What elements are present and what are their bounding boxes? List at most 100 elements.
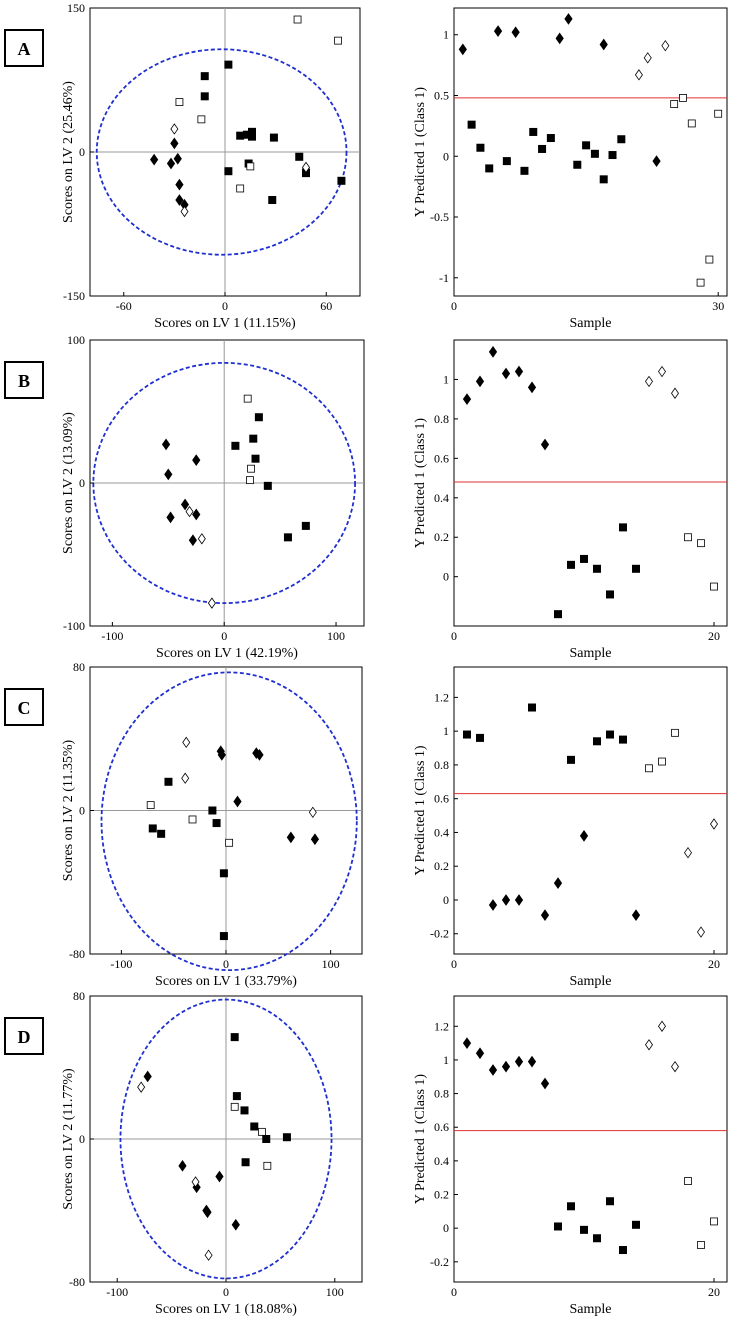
- data-point-filled-square: [208, 806, 217, 815]
- series-open-square: [175, 15, 342, 193]
- data-point-filled-square: [230, 1033, 239, 1042]
- x-tick-label: -100: [101, 629, 123, 643]
- y-tick-label: 0.2: [434, 1188, 449, 1202]
- panel-a: A: [4, 29, 44, 67]
- data-point-filled-diamond: [192, 508, 201, 521]
- plot-frame: [453, 339, 728, 627]
- data-point-open-square: [697, 539, 705, 548]
- data-point-filled-square: [606, 590, 614, 599]
- data-point-filled-square: [567, 1202, 575, 1211]
- x-tick-label: 0: [451, 957, 457, 971]
- plot-frame: [453, 7, 728, 297]
- panel-label-box: [4, 1017, 44, 1055]
- data-point-filled-square: [590, 149, 599, 158]
- data-point-open-diamond: [182, 736, 191, 749]
- data-point-open-diamond: [634, 69, 643, 81]
- data-point-filled-diamond: [255, 749, 264, 761]
- series-open-square: [243, 394, 255, 485]
- y-tick-label: 1: [443, 372, 449, 386]
- data-point-filled-square: [580, 1225, 588, 1234]
- data-point-open-diamond: [645, 375, 653, 388]
- data-point-filled-diamond: [150, 153, 159, 166]
- data-point-filled-diamond: [553, 877, 563, 889]
- y-axis-label: Y Predicted 1 (Class 1): [413, 87, 428, 217]
- series-open-square: [684, 533, 718, 591]
- y-tick-label: 0.8: [434, 412, 449, 426]
- x-tick-label: 0: [221, 629, 227, 643]
- scores-plot: -100 0 100 -80 0 80 Scores on LV 1 (18.08%) Sco…: [61, 989, 363, 1317]
- data-point-filled-diamond: [178, 1159, 187, 1172]
- x-axis-label: Sample: [570, 646, 612, 661]
- y-tick-label: 0.6: [434, 451, 449, 465]
- data-point-filled-diamond: [175, 178, 184, 191]
- y-axis-label: Scores on LV 2 (11.35%): [61, 739, 76, 881]
- x-axis-label: Scores on LV 1 (33.79%): [155, 974, 297, 989]
- data-point-filled-square: [573, 160, 582, 169]
- data-point-filled-diamond: [540, 438, 550, 451]
- series-open-diamond: [645, 365, 679, 399]
- data-point-filled-square: [241, 1158, 250, 1167]
- confidence-ellipse: [119, 998, 333, 1280]
- data-point-open-diamond: [643, 52, 652, 64]
- panel-label: A: [18, 39, 31, 59]
- data-point-open-square: [246, 476, 254, 485]
- x-tick-label: 100: [322, 957, 340, 971]
- panel-label: D: [18, 1027, 31, 1047]
- data-point-open-diamond: [302, 161, 310, 174]
- data-point-open-diamond: [197, 533, 206, 545]
- data-point-filled-diamond: [475, 375, 485, 388]
- data-point-filled-square: [567, 755, 575, 764]
- data-point-filled-square: [269, 133, 278, 142]
- data-point-filled-diamond: [286, 831, 295, 844]
- x-axis-label: Scores on LV 1 (42.19%): [156, 646, 298, 661]
- data-point-filled-square: [538, 144, 547, 153]
- confidence-ellipse: [100, 671, 358, 972]
- data-point-open-square: [684, 533, 692, 542]
- data-point-open-diamond: [671, 1060, 679, 1073]
- y-tick-label: -0.2: [430, 1255, 449, 1269]
- data-point-filled-square: [599, 175, 608, 184]
- prediction-plot: 0 20 -0.2 0 0.2 0.4 0.6 0.8 1 1.2 Sample Y Predicte…: [413, 995, 728, 1317]
- y-tick-label: 1: [443, 724, 449, 738]
- y-tick-label: 1.2: [434, 1019, 449, 1033]
- data-point-filled-diamond: [540, 1077, 550, 1090]
- data-point-filled-diamond: [514, 1055, 524, 1068]
- data-point-filled-square: [617, 135, 626, 144]
- data-point-filled-diamond: [215, 1170, 224, 1183]
- y-axis-label: Y Predicted 1 (Class 1): [413, 745, 428, 875]
- x-tick-label: 30: [712, 299, 724, 313]
- scores-plot: -60 0 60 -150 0 150 Scores on LV 1 (11.15%) Sco…: [61, 1, 361, 331]
- data-point-filled-square: [254, 413, 263, 422]
- data-point-filled-diamond: [192, 454, 201, 466]
- data-point-filled-square: [593, 737, 601, 746]
- data-point-filled-square: [554, 610, 562, 619]
- y-axis-label: Scores on LV 2 (13.09%): [61, 412, 76, 554]
- data-point-open-diamond: [137, 1081, 146, 1093]
- data-point-open-diamond: [658, 365, 666, 378]
- data-point-open-square: [243, 394, 252, 403]
- data-point-filled-square: [263, 481, 272, 490]
- plot-frame: [453, 666, 728, 955]
- data-point-filled-square: [236, 131, 245, 140]
- data-point-filled-square: [240, 1106, 249, 1115]
- data-point-filled-square: [200, 92, 209, 101]
- data-point-filled-diamond: [514, 894, 524, 906]
- y-tick-label: -0.5: [430, 210, 449, 224]
- confidence-ellipse: [92, 361, 356, 605]
- series-filled-diamond: [488, 829, 641, 922]
- series-open-square: [684, 1177, 718, 1249]
- data-point-filled-square: [580, 554, 588, 563]
- series-open-square: [670, 94, 723, 287]
- data-point-open-square: [236, 184, 245, 193]
- data-point-filled-diamond: [231, 1218, 240, 1231]
- panel-label-box: [4, 29, 44, 67]
- series-open-diamond: [137, 1081, 213, 1261]
- series-filled-diamond: [462, 345, 550, 451]
- data-point-open-diamond: [185, 505, 194, 518]
- data-point-filled-square: [567, 560, 575, 569]
- y-tick-label: 0: [443, 570, 449, 584]
- series-filled-diamond: [150, 137, 311, 211]
- data-point-filled-square: [554, 1222, 562, 1231]
- data-point-filled-diamond: [173, 152, 182, 165]
